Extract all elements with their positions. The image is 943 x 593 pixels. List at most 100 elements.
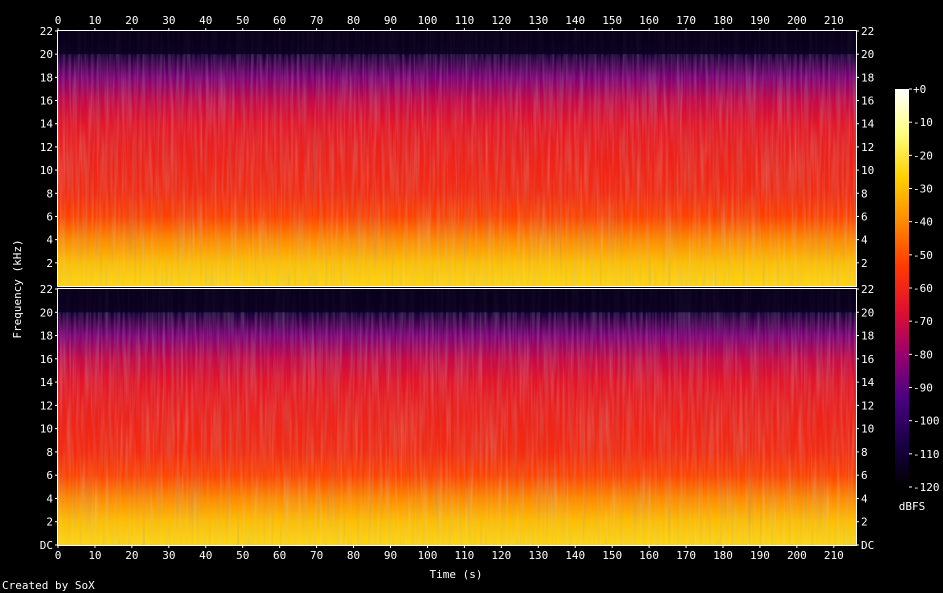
colorbar-tick-label: -50 (913, 249, 933, 262)
spectrogram-panel-channel-2 (57, 288, 857, 546)
spectrogram-texture (58, 289, 856, 545)
y-tick-label-left: DC (40, 539, 53, 552)
x-tick-label-bottom: 90 (384, 549, 397, 562)
x-tick-label-top: 160 (639, 14, 659, 27)
x-axis-top: 0 10 20 30 40 50 60 70 80 90 100 110 120 130 140 150 160… (55, 14, 844, 31)
x-tick-label-bottom: 10 (88, 549, 101, 562)
x-tick-label-bottom: 30 (162, 549, 175, 562)
spectrogram-texture (58, 31, 856, 286)
y-tick-label-left: 6 (46, 210, 53, 223)
y-tick-label-left: 10 (40, 423, 53, 436)
y-tick-label-left: 12 (40, 399, 53, 412)
y-tick-label-right: 18 (861, 71, 874, 84)
x-tick-label-bottom: 180 (713, 549, 733, 562)
y-tick-label-left: 16 (40, 95, 53, 108)
y-tick-label-left: 2 (46, 516, 53, 529)
y-tick-label-left: 18 (40, 71, 53, 84)
x-tick-label-bottom: 20 (125, 549, 138, 562)
x-tick-label-bottom: 140 (565, 549, 585, 562)
y-tick-label-left: 4 (46, 234, 53, 247)
y-tick-label-right: 18 (861, 330, 874, 343)
x-tick-label-top: 150 (602, 14, 622, 27)
x-tick-label-bottom: 200 (787, 549, 807, 562)
y-tick-label-left: 14 (40, 376, 54, 389)
x-tick-label-bottom: 150 (602, 549, 622, 562)
y-tick-label-right: 4 (861, 492, 868, 505)
x-tick-label-bottom: 60 (273, 549, 286, 562)
y-tick-label-right: 2 (861, 257, 868, 270)
y-tick-label-right: 20 (861, 48, 874, 61)
colorbar-tick-label: -20 (913, 149, 933, 162)
x-tick-label-top: 20 (125, 14, 138, 27)
y-tick-label-right: 10 (861, 423, 874, 436)
y-tick-label-left: 14 (40, 118, 54, 131)
spectrogram-panel-channel-1 (57, 30, 857, 287)
spectrogram-top-band (58, 31, 856, 55)
colorbar-label: dBFS (899, 500, 926, 513)
x-tick-label-bottom: 70 (310, 549, 323, 562)
colorbar-tick-label: -10 (913, 116, 933, 129)
y-tick-label-right: 6 (861, 469, 868, 482)
colorbar-gradient (895, 89, 909, 487)
x-tick-label-bottom: 40 (199, 549, 212, 562)
y-tick-label-right: 8 (861, 187, 868, 200)
x-axis-label: Time (s) (430, 568, 483, 581)
x-tick-label-top: 0 (55, 14, 62, 27)
x-tick-label-top: 200 (787, 14, 807, 27)
y-tick-label-right: 12 (861, 141, 874, 154)
x-tick-label-bottom: 120 (491, 549, 511, 562)
y-tick-label-left: 16 (40, 353, 53, 366)
y-tick-label-left: 6 (46, 469, 53, 482)
y-tick-label-left: 4 (46, 492, 53, 505)
x-tick-label-bottom: 170 (676, 549, 696, 562)
x-tick-label-top: 60 (273, 14, 286, 27)
x-tick-label-top: 40 (199, 14, 212, 27)
y-tick-label-left: 8 (46, 187, 53, 200)
x-tick-label-top: 140 (565, 14, 585, 27)
x-tick-label-top: 90 (384, 14, 397, 27)
y-tick-label-right: 6 (861, 210, 868, 223)
y-tick-label-right: 22 (861, 25, 874, 38)
colorbar-tick-label: -30 (913, 183, 933, 196)
x-tick-label-top: 130 (528, 14, 548, 27)
x-axis-bottom: 0 10 20 30 40 50 60 70 80 90 100 110 120 130 140 150 160… (55, 545, 844, 562)
colorbar-tick-label: -120 (913, 481, 940, 494)
y-tick-label-right: 4 (861, 234, 868, 247)
y-tick-label-left: 20 (40, 306, 53, 319)
x-tick-label-top: 80 (347, 14, 360, 27)
spectrogram-frame (57, 30, 857, 287)
x-tick-label-top: 120 (491, 14, 511, 27)
colorbar-tick-label: -100 (913, 415, 940, 428)
y-tick-label-left: 20 (40, 48, 53, 61)
x-tick-label-top: 10 (88, 14, 101, 27)
y-tick-label-right: 12 (861, 399, 874, 412)
credit-text: Created by SoX (2, 579, 95, 592)
colorbar: +0 -10 -20 -30 -40 -50 -60 -70 -80 -90 -100 -110 -12… (895, 83, 940, 494)
x-tick-label-top: 50 (236, 14, 249, 27)
spectrogram-top-band (58, 289, 856, 313)
y-axis-label: Frequency (kHz) (11, 239, 24, 338)
colorbar-tick-label: -70 (913, 315, 933, 328)
y-tick-label-right: 22 (861, 283, 874, 296)
colorbar-tick-label: -60 (913, 282, 933, 295)
x-tick-label-top: 190 (750, 14, 770, 27)
y-tick-label-right: 14 (861, 376, 875, 389)
y-tick-label-right: 8 (861, 446, 868, 459)
colorbar-tick-label: -90 (913, 382, 933, 395)
x-tick-label-bottom: 160 (639, 549, 659, 562)
x-tick-label-bottom: 210 (824, 549, 844, 562)
y-tick-label-left: 12 (40, 141, 53, 154)
y-tick-label-right: 20 (861, 306, 874, 319)
x-tick-label-top: 210 (824, 14, 844, 27)
y-tick-label-right: DC (861, 539, 874, 552)
x-tick-label-top: 70 (310, 14, 323, 27)
x-tick-label-top: 100 (418, 14, 438, 27)
x-tick-label-top: 170 (676, 14, 696, 27)
x-tick-label-top: 180 (713, 14, 733, 27)
y-tick-label-left: 22 (40, 283, 53, 296)
y-tick-label-right: 10 (861, 164, 874, 177)
spectrogram-frame (57, 288, 857, 546)
x-tick-label-bottom: 80 (347, 549, 360, 562)
